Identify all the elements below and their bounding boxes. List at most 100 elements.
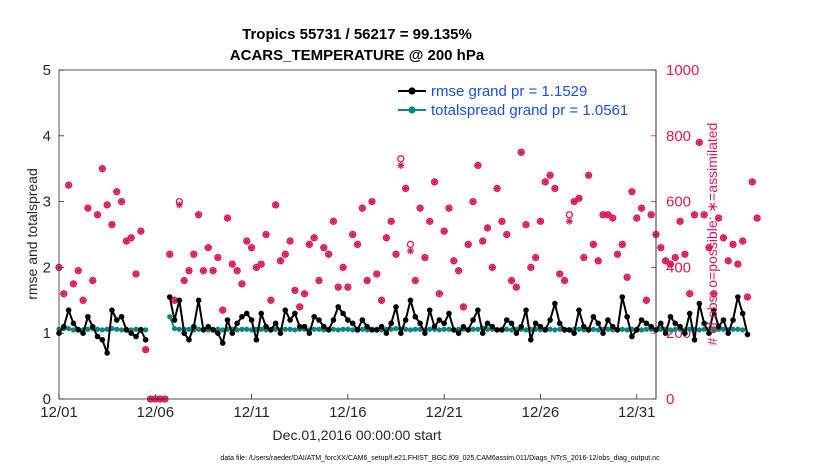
asterisk-stroke — [200, 267, 207, 274]
asterisk-stroke — [291, 287, 298, 294]
asterisk-stroke — [258, 261, 265, 268]
rmse-point — [633, 327, 640, 333]
rmse-point — [277, 330, 284, 337]
obs-assimilated-point — [662, 257, 670, 265]
spread-point — [94, 326, 101, 332]
left-tick-label: 1 — [43, 325, 51, 342]
obs-assimilated-point — [272, 201, 280, 209]
obs-assimilated-point — [175, 201, 183, 209]
obs-assimilated-point — [715, 214, 723, 222]
rmse-point — [720, 317, 727, 323]
spread-point — [340, 326, 346, 332]
asterisk-stroke — [364, 277, 371, 284]
asterisk-stroke — [503, 231, 510, 238]
spread-point — [412, 326, 418, 332]
asterisk-stroke — [109, 221, 115, 228]
spread-point — [711, 327, 717, 333]
obs-assimilated-point — [691, 211, 699, 219]
obs-assimilated-point — [166, 250, 174, 258]
rmse-point — [243, 310, 250, 317]
spread-point — [436, 327, 442, 333]
rmse-point — [542, 327, 549, 333]
spread-point — [720, 326, 727, 332]
spread-point — [427, 326, 433, 332]
asterisk-stroke — [677, 218, 684, 225]
rmse-point — [378, 323, 385, 330]
asterisk-stroke — [484, 224, 491, 231]
legend-rmse-label: rmse grand pr = 1.1529 — [431, 83, 587, 100]
asterisk-stroke — [89, 277, 96, 284]
obs-assimilated-point — [325, 250, 333, 258]
spread-point — [403, 326, 409, 332]
spread-point — [523, 327, 529, 333]
rmse-point — [532, 320, 539, 327]
rmse-point — [561, 327, 568, 333]
spread-point — [186, 326, 192, 332]
rmse-point — [556, 320, 563, 327]
rmse-point — [224, 317, 231, 323]
obs-assimilated-point — [647, 211, 655, 219]
rmse-point — [70, 320, 77, 327]
spread-point — [687, 326, 693, 332]
rmse-point — [171, 317, 178, 323]
rmse-point — [89, 323, 96, 330]
x-tick-label: 12/06 — [137, 404, 175, 421]
rmse-point — [475, 307, 481, 313]
obs-assimilated-point — [493, 184, 501, 192]
asterisk-stroke — [166, 251, 173, 258]
spread-point — [133, 326, 139, 332]
obs-assimilated-point — [281, 250, 289, 258]
asterisk-stroke — [571, 198, 578, 205]
rmse-point — [571, 330, 577, 337]
asterisk-stroke — [224, 215, 231, 221]
obs-assimilated-point — [349, 231, 357, 238]
asterisk-stroke — [234, 267, 241, 274]
obs-assimilated-point — [65, 181, 73, 189]
rmse-point — [513, 330, 520, 337]
obs-assimilated-point — [315, 277, 323, 285]
rmse-point — [590, 313, 597, 320]
asterisk-stroke — [316, 277, 322, 284]
obs-assimilated-point — [344, 283, 352, 291]
asterisk-stroke — [287, 238, 294, 245]
obs-assimilated-point — [508, 277, 516, 285]
asterisk-stroke — [532, 254, 539, 261]
rmse-point — [99, 336, 106, 343]
rmse-point — [306, 330, 313, 337]
spread-point — [605, 326, 611, 332]
spread-point — [735, 326, 741, 332]
obs-assimilated-point — [74, 267, 82, 275]
obs-assimilated-point — [734, 260, 742, 268]
asterisk-stroke — [633, 215, 640, 221]
rmse-point — [662, 330, 669, 337]
asterisk-stroke — [720, 234, 727, 241]
rmse-point — [340, 310, 346, 317]
right-tick-label: 600 — [666, 194, 691, 211]
rmse-point — [123, 327, 130, 333]
obs-assimilated-point — [84, 204, 92, 212]
rmse-point — [739, 310, 746, 317]
spread-point — [311, 326, 317, 332]
rmse-point — [258, 310, 265, 317]
right-tick-label: 400 — [666, 259, 691, 276]
obs-assimilated-point — [604, 211, 612, 219]
rmse-point — [605, 317, 611, 323]
asterisk-stroke — [176, 201, 183, 208]
rmse-point — [268, 327, 274, 333]
obs-assimilated-point — [556, 270, 564, 278]
spread-point — [619, 326, 625, 332]
rmse-point — [523, 307, 529, 313]
x-tick-label: 12/21 — [425, 404, 463, 421]
obs-assimilated-point — [354, 240, 361, 248]
asterisk-stroke — [412, 277, 419, 284]
obs-assimilated-point — [378, 296, 386, 304]
obs-assimilated-point — [431, 178, 439, 186]
rmse-point — [369, 327, 375, 333]
rmse-point — [364, 323, 370, 330]
x-tick-label: 12/26 — [522, 404, 560, 421]
rmse-point — [431, 323, 438, 330]
asterisk-stroke — [624, 274, 631, 281]
asterisk-stroke — [335, 284, 342, 291]
asterisk-stroke — [229, 261, 236, 268]
